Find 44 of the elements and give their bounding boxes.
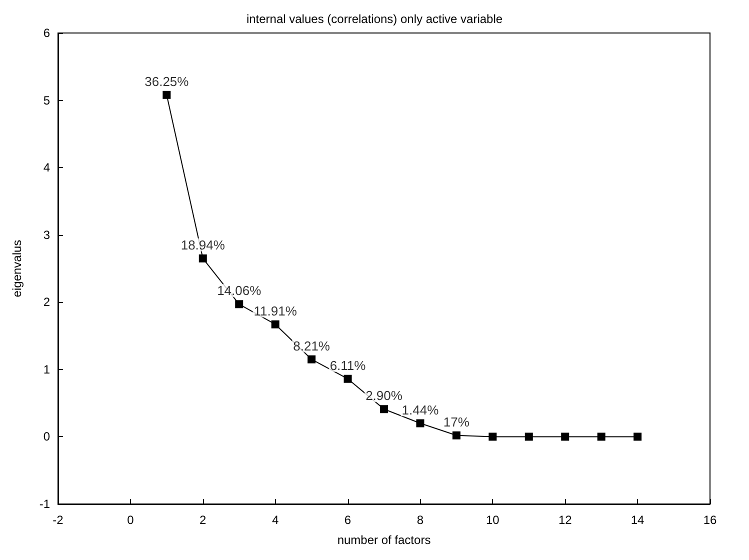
- annotation: 6.11%: [330, 358, 366, 373]
- x-tick-label: 14: [630, 513, 645, 527]
- x-tick-label: 12: [558, 513, 572, 527]
- annotation: 1.44%: [402, 402, 440, 418]
- annotation: 8.21%: [293, 338, 330, 354]
- y-tick-label: 6: [43, 26, 50, 40]
- x-tick-label: 4: [272, 513, 279, 527]
- point: [380, 405, 388, 414]
- point: [235, 300, 244, 308]
- x-tick-label: 16: [703, 513, 717, 527]
- point: [634, 432, 642, 441]
- annotation: 2.90%: [366, 388, 403, 404]
- point: [561, 432, 570, 441]
- x-tick-label: 6: [344, 513, 352, 527]
- point: [271, 320, 280, 328]
- y-tick-label: 1: [43, 362, 50, 376]
- point: [597, 432, 606, 441]
- chart-title: internal values (correlations) only active variable: [246, 12, 503, 26]
- point: [524, 432, 533, 441]
- annotation: 36.25%: [144, 74, 190, 89]
- x-tick-label: 0: [127, 513, 134, 527]
- y-axis-title: eigenvalus: [10, 240, 24, 298]
- x-tick-label: 10: [486, 513, 500, 527]
- point: [308, 355, 316, 364]
- x-tick-label: 2: [200, 513, 207, 527]
- y-tick-label: -1: [39, 497, 50, 511]
- annotation: 18.94%: [180, 237, 226, 252]
- point: [452, 431, 460, 440]
- point: [344, 374, 352, 383]
- annotation: 14.06%: [217, 283, 262, 298]
- point: [162, 90, 171, 99]
- annotation: 11.91%: [254, 303, 298, 318]
- annotation: 17%: [443, 414, 470, 430]
- point: [416, 419, 424, 428]
- y-tick-label: 4: [43, 160, 50, 175]
- y-tick-label: 0: [43, 430, 50, 444]
- y-tick-label: 3: [43, 228, 50, 242]
- x-tick-label: 8: [416, 513, 424, 527]
- point: [198, 254, 207, 262]
- y-tick-label: 5: [43, 93, 50, 108]
- point: [488, 432, 497, 441]
- y-tick-label: 2: [43, 295, 50, 310]
- x-axis-title: number of factors: [337, 533, 431, 547]
- x-tick-label: -2: [52, 513, 64, 527]
